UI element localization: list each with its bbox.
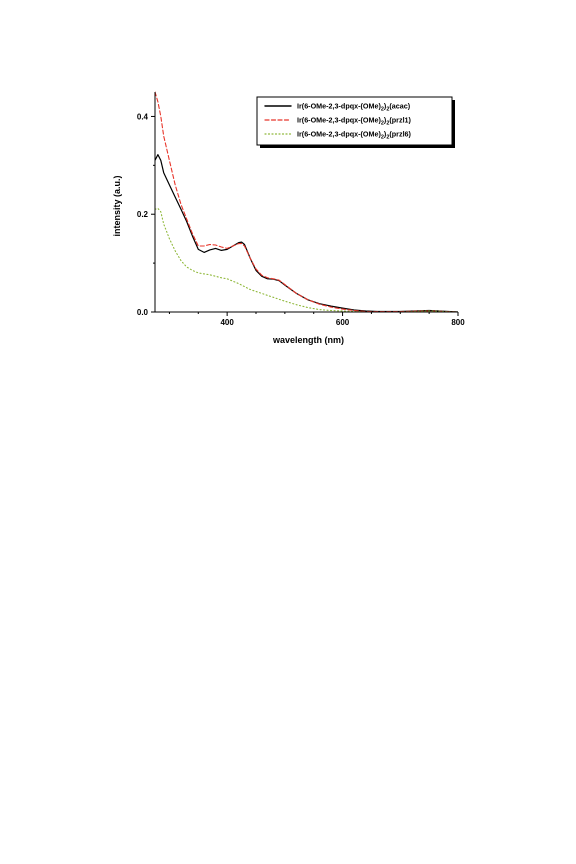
x-tick-label: 400 bbox=[220, 318, 234, 327]
x-axis-label: wavelength (nm) bbox=[272, 335, 344, 345]
series-line-2 bbox=[155, 91, 458, 312]
y-tick-label: 0.4 bbox=[137, 112, 149, 121]
y-tick-label: 0.0 bbox=[137, 308, 149, 317]
axes: 400 600 800 0.0 0.2 0.4 bbox=[137, 92, 465, 327]
legend: Ir(6-OMe-2,3-dpqx-(OMe)2)2(acac) Ir(6-OMe… bbox=[256, 96, 455, 148]
legend-box bbox=[256, 96, 453, 146]
series-line-1 bbox=[155, 154, 458, 312]
legend-label-2: Ir(6-OMe-2,3-dpqx-(OMe)2)2(przl1) bbox=[297, 116, 412, 127]
plot-area bbox=[155, 91, 458, 312]
legend-label-3: Ir(6-OMe-2,3-dpqx-(OMe)2)2(przl6) bbox=[297, 130, 412, 141]
legend-label-1: Ir(6-OMe-2,3-dpqx-(OMe)2)2(acac) bbox=[297, 102, 411, 113]
y-axis-label: intensity (a.u.) bbox=[112, 175, 122, 236]
y-tick-label: 0.2 bbox=[137, 210, 149, 219]
x-tick-label: 600 bbox=[336, 318, 350, 327]
x-tick-label: 800 bbox=[451, 318, 465, 327]
series-line-3 bbox=[155, 207, 458, 312]
